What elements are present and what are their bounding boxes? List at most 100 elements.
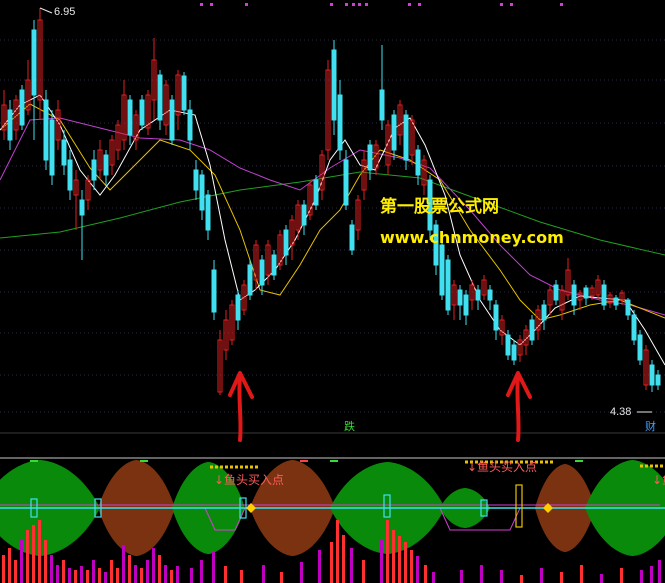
signal-dot	[365, 3, 368, 6]
candle-body	[505, 334, 511, 356]
candle-body	[103, 154, 109, 176]
candle-body	[235, 294, 241, 321]
volume-bar	[424, 565, 427, 583]
fall-signal-label: 跌	[344, 420, 355, 433]
candle-body	[493, 304, 499, 331]
volume-bar	[224, 566, 227, 583]
volume-bar	[416, 556, 419, 583]
candle-body	[463, 294, 469, 316]
volume-bar	[300, 562, 303, 583]
volume-bar	[56, 565, 59, 583]
candle-body	[145, 94, 151, 129]
ma-yellow-line	[0, 103, 665, 321]
candle-body	[619, 292, 625, 301]
candle-body	[517, 339, 523, 356]
candle-body	[607, 294, 613, 304]
candle-body	[25, 79, 31, 111]
candle-body	[241, 284, 247, 311]
candle-body	[253, 244, 259, 281]
indicator-line	[204, 507, 246, 531]
candle-body	[73, 179, 79, 196]
candle-body	[529, 319, 535, 341]
volume-bar	[540, 568, 543, 583]
volume-bar	[122, 545, 125, 583]
price-low-label: 4.38	[610, 406, 632, 418]
candle-body	[199, 174, 205, 211]
buy-arrow-shaft	[237, 373, 243, 442]
volume-bar	[330, 542, 333, 583]
candle-body	[289, 219, 295, 246]
candle-body	[61, 139, 67, 166]
volume-bar	[8, 548, 11, 583]
indicator-box	[515, 484, 523, 528]
volume-bar	[170, 570, 173, 583]
candle-body	[541, 304, 547, 321]
candle-body	[397, 104, 403, 136]
volume-bar	[410, 550, 413, 583]
candle-body	[469, 284, 475, 301]
volume-bar	[176, 566, 179, 583]
volume-bar	[98, 568, 101, 583]
candle-body	[481, 279, 487, 296]
indicator-box	[30, 498, 38, 518]
volume-bar	[128, 555, 131, 583]
volume-bar	[342, 535, 345, 583]
candle-body	[187, 109, 193, 141]
volume-bar	[152, 548, 155, 583]
signal-dot	[352, 3, 355, 6]
candle-body	[319, 154, 325, 191]
candle-body	[133, 114, 139, 141]
panel-marker	[575, 460, 583, 462]
indicator-box	[480, 499, 488, 517]
candle-body	[565, 269, 571, 296]
candle-body	[43, 99, 49, 161]
candle-body	[559, 289, 565, 311]
volume-bar	[80, 566, 83, 583]
candle-body	[367, 144, 373, 171]
volume-bar	[26, 530, 29, 583]
indicator-line	[439, 507, 521, 531]
volume-bar	[398, 536, 401, 583]
volume-bar	[134, 565, 137, 583]
volume-bar	[318, 550, 321, 583]
volume-bar	[164, 565, 167, 583]
candle-body	[391, 114, 397, 151]
candle-body	[97, 149, 103, 171]
volume-bar	[190, 568, 193, 583]
candle-body	[313, 179, 319, 206]
candle-body	[211, 269, 217, 313]
diamond-marker	[246, 503, 256, 513]
volume-bar	[146, 560, 149, 583]
volume-bar	[74, 570, 77, 583]
candle-body	[277, 234, 283, 266]
candle-body	[361, 159, 367, 191]
candle-body	[385, 124, 391, 166]
buy-arrows	[228, 371, 532, 442]
candle-body	[595, 279, 601, 296]
candle-body	[301, 204, 307, 226]
candle-body	[79, 199, 85, 216]
volume-bar	[92, 560, 95, 583]
candle-body	[457, 289, 463, 306]
signal-dot	[500, 3, 503, 6]
signal-dot	[200, 3, 203, 6]
candle-body	[247, 264, 253, 296]
candle-body	[409, 119, 415, 156]
candle-body	[373, 144, 379, 169]
fish-indicator-panel	[0, 460, 665, 583]
candle-body	[583, 287, 589, 299]
signal-dot	[408, 3, 411, 6]
volume-bar	[116, 568, 119, 583]
candle-body	[31, 29, 37, 96]
watermark-title: 第一股票公式网	[380, 197, 499, 217]
candle-body	[271, 254, 277, 276]
top-signal-markers	[200, 3, 563, 6]
volume-bar	[158, 555, 161, 583]
candle-body	[295, 204, 301, 231]
volume-bar	[140, 568, 143, 583]
volume-bar	[14, 560, 17, 583]
signal-dot	[560, 3, 563, 6]
volume-bar	[404, 542, 407, 583]
candle-body	[487, 289, 493, 301]
